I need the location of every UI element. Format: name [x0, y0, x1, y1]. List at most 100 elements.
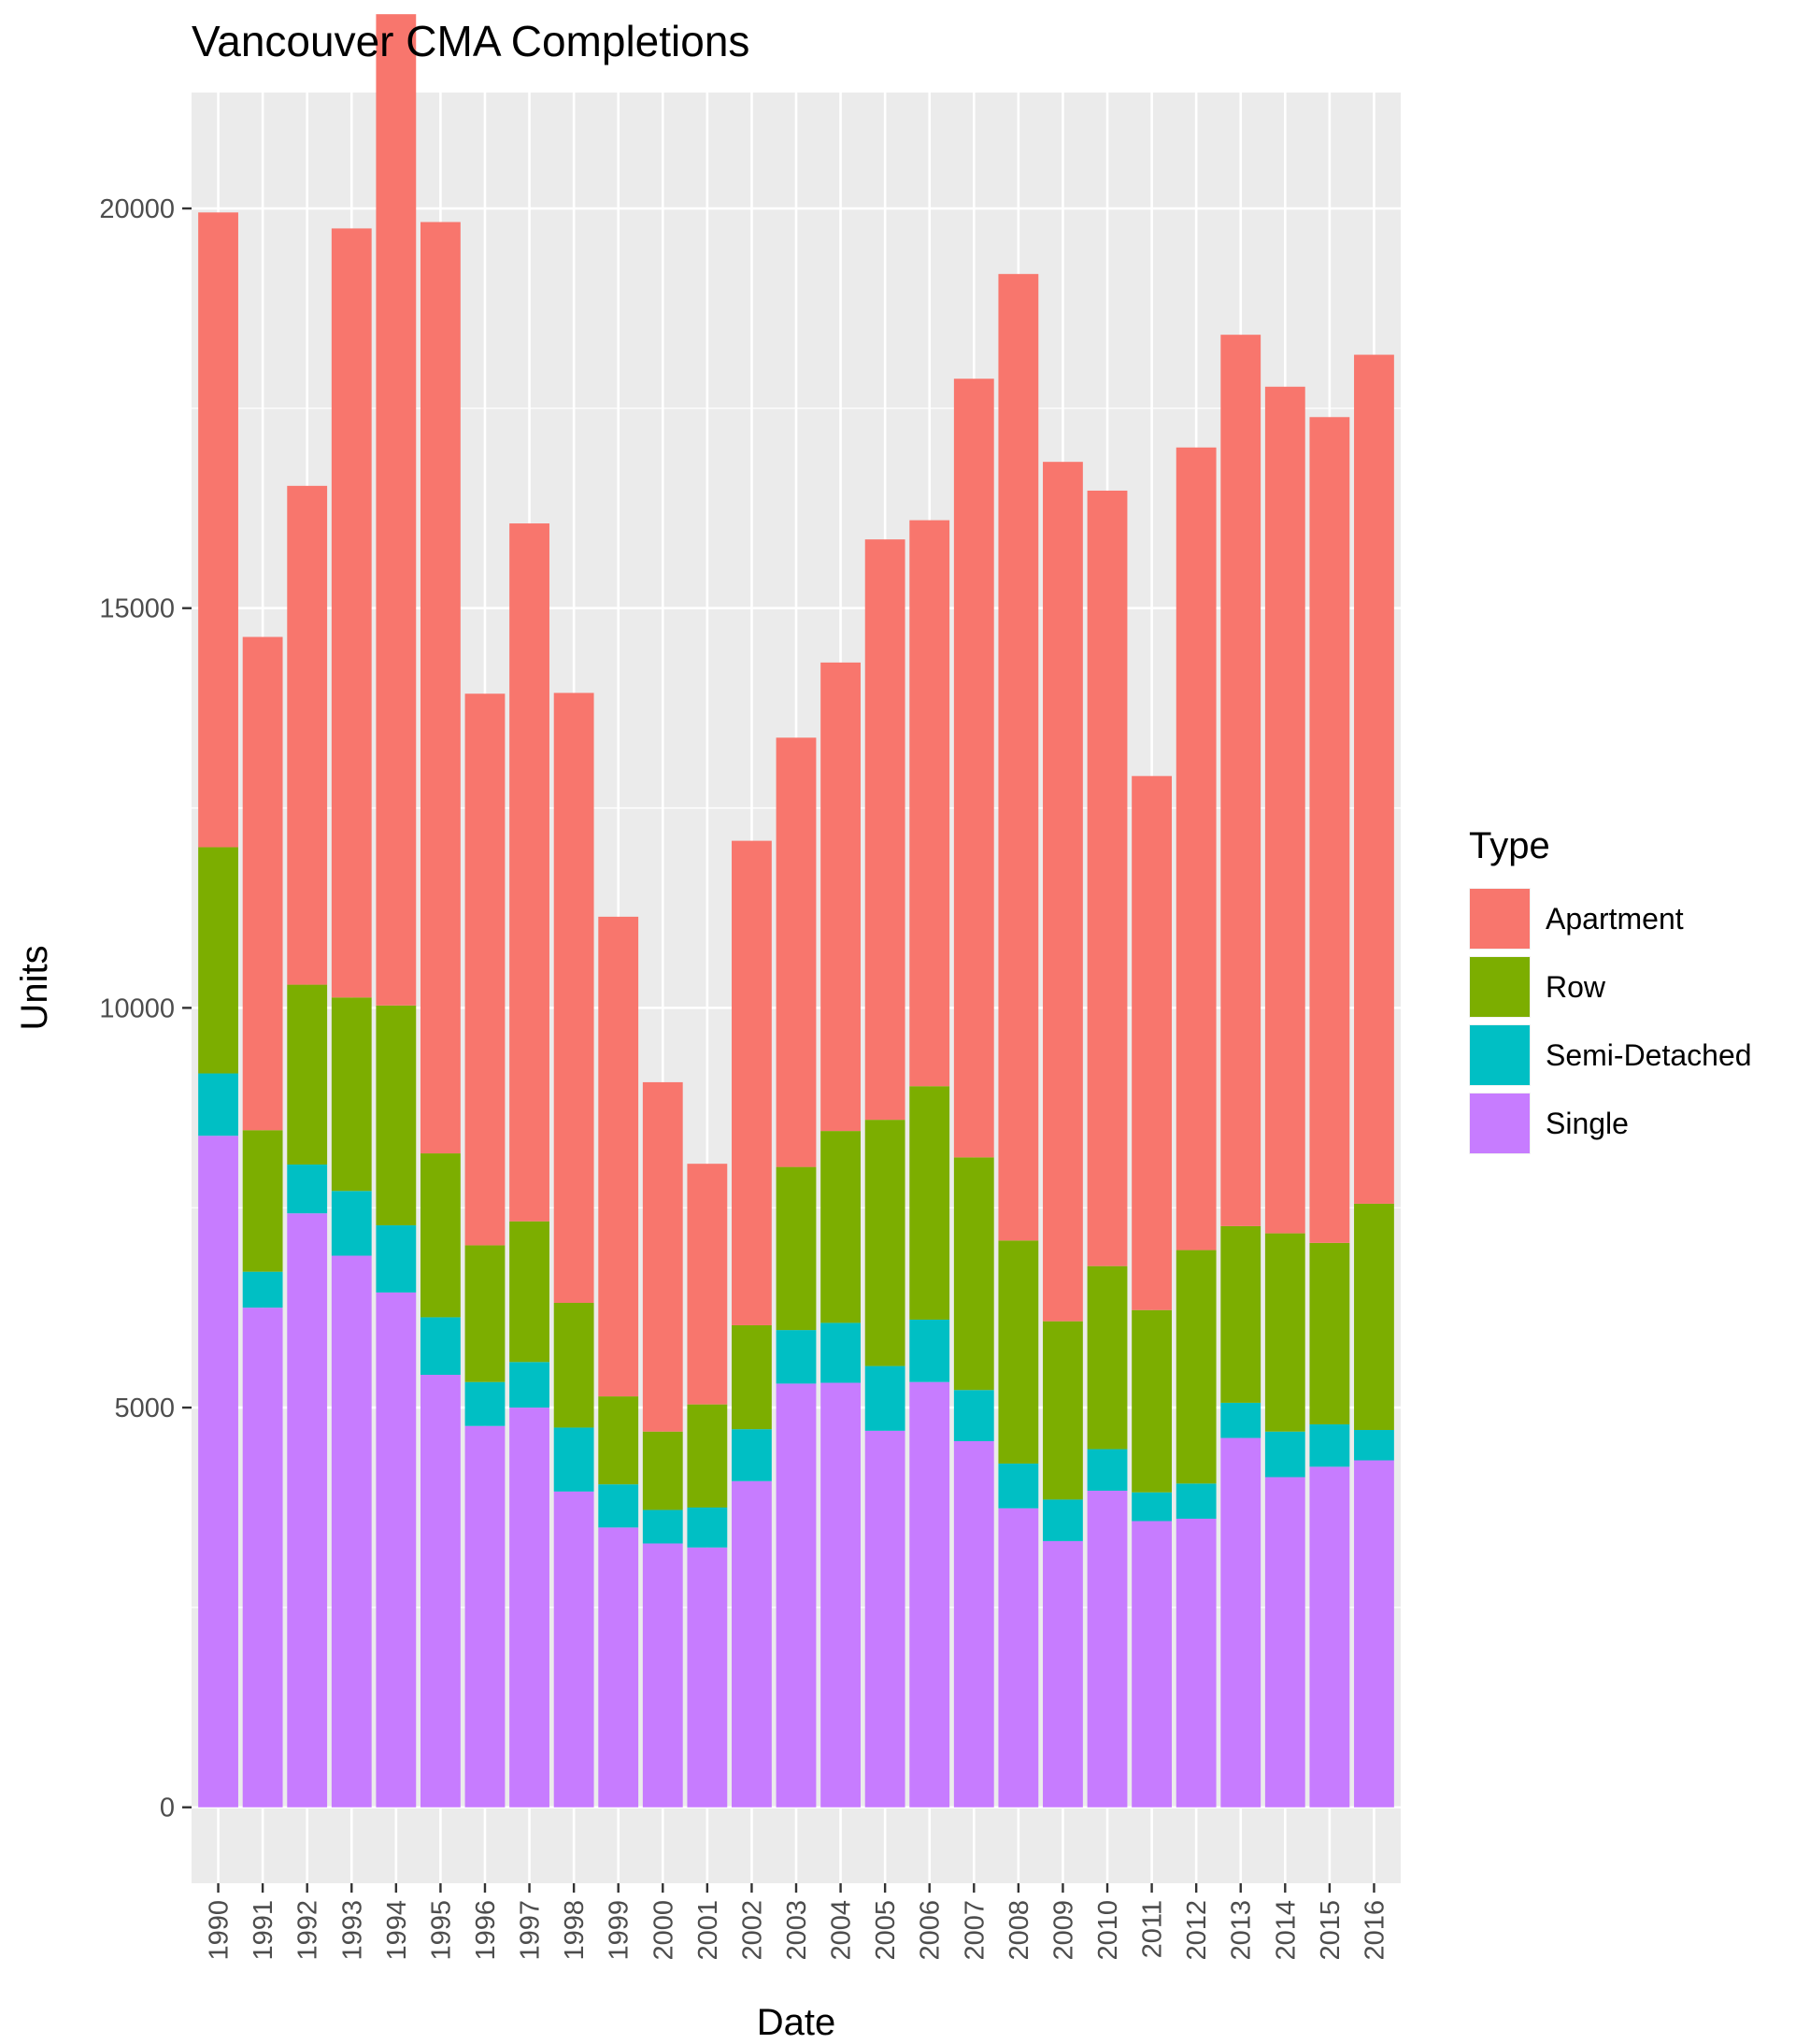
chart-title: Vancouver CMA Completions	[192, 17, 749, 65]
bar-single-2002	[732, 1480, 772, 1808]
bar-semi-detached-2000	[642, 1509, 683, 1544]
bar-single-1993	[331, 1255, 372, 1808]
bar-row-2012	[1176, 1250, 1217, 1484]
bar-row-1990	[198, 847, 238, 1074]
legend-label: Apartment	[1546, 902, 1684, 936]
bar-row-2002	[732, 1324, 772, 1430]
bar-single-2008	[998, 1508, 1039, 1808]
bar-semi-detached-1998	[553, 1427, 594, 1492]
bar-single-2015	[1309, 1466, 1350, 1808]
legend-title: Type	[1469, 825, 1550, 866]
x-tick-label: 2007	[960, 1900, 990, 1961]
bar-apartment-2011	[1132, 776, 1172, 1310]
bar-semi-detached-2012	[1176, 1483, 1217, 1519]
bar-row-2007	[953, 1157, 994, 1391]
bar-semi-detached-2003	[776, 1330, 817, 1384]
bar-apartment-2001	[687, 1164, 728, 1405]
bar-apartment-1991	[242, 636, 283, 1131]
x-tick-label: 1993	[337, 1900, 367, 1961]
bar-semi-detached-1994	[376, 1225, 417, 1293]
bar-single-2016	[1354, 1460, 1394, 1808]
bar-row-2014	[1264, 1233, 1305, 1432]
bar-single-2009	[1043, 1540, 1083, 1808]
x-tick-label: 1996	[471, 1900, 501, 1961]
bar-apartment-2015	[1309, 417, 1350, 1243]
bar-row-1992	[287, 984, 328, 1165]
y-tick-label: 10000	[99, 993, 175, 1023]
x-tick-label: 2008	[1005, 1900, 1034, 1961]
bar-row-2004	[820, 1131, 861, 1323]
legend-swatch-single	[1470, 1093, 1530, 1153]
bar-row-2000	[642, 1431, 683, 1510]
bar-row-2010	[1087, 1265, 1128, 1450]
legend-label: Row	[1546, 970, 1606, 1004]
bar-row-1994	[376, 1005, 417, 1226]
bar-semi-detached-2007	[953, 1390, 994, 1441]
bar-row-1996	[464, 1245, 506, 1382]
bar-semi-detached-2014	[1264, 1431, 1305, 1478]
bar-single-1997	[509, 1408, 549, 1808]
x-axis: 1990 1991 1992 1993 1994 1995 1996 1997 1998 1999…	[205, 1883, 1390, 1961]
x-tick-label: 2004	[827, 1900, 857, 1961]
bar-semi-detached-2008	[998, 1463, 1039, 1508]
bar-single-2011	[1132, 1521, 1172, 1808]
x-tick-label: 2009	[1048, 1900, 1078, 1961]
bar-apartment-1993	[331, 228, 372, 998]
bar-row-2006	[909, 1086, 950, 1320]
legend-swatch-semi-detached	[1470, 1025, 1530, 1085]
x-tick-label: 2013	[1227, 1900, 1257, 1961]
bar-single-2000	[642, 1543, 683, 1808]
bar-single-2003	[776, 1383, 817, 1808]
bar-apartment-2000	[642, 1081, 683, 1432]
bar-apartment-1990	[198, 212, 238, 848]
x-tick-label: 2011	[1138, 1900, 1168, 1958]
y-axis-title: Units	[14, 945, 55, 1030]
legend: Type Apartment Row Semi-Detached Single	[1469, 825, 1752, 1154]
legend-label: Single	[1546, 1107, 1629, 1140]
bar-single-2006	[909, 1381, 950, 1808]
x-tick-label: 2015	[1316, 1900, 1346, 1961]
bar-semi-detached-2004	[820, 1322, 861, 1383]
bar-semi-detached-2015	[1309, 1424, 1350, 1467]
x-tick-label: 2014	[1271, 1900, 1301, 1961]
y-tick-label: 5000	[114, 1394, 175, 1423]
x-tick-label: 2005	[871, 1900, 901, 1961]
bar-single-2012	[1176, 1518, 1217, 1808]
bar-semi-detached-2009	[1043, 1499, 1083, 1541]
bar-semi-detached-2011	[1132, 1492, 1172, 1522]
bars	[198, 14, 1394, 1808]
bar-single-2005	[864, 1430, 905, 1808]
bar-semi-detached-1996	[464, 1381, 506, 1426]
bar-row-1997	[509, 1221, 549, 1363]
bar-apartment-1992	[287, 485, 328, 985]
y-tick-label: 0	[160, 1794, 175, 1823]
bar-row-1999	[598, 1396, 639, 1485]
bar-semi-detached-1995	[420, 1317, 461, 1375]
x-tick-label: 1998	[560, 1900, 590, 1961]
bar-apartment-2006	[909, 520, 950, 1087]
x-tick-label: 1999	[605, 1900, 634, 1961]
bar-row-2013	[1220, 1225, 1261, 1403]
bar-semi-detached-1993	[331, 1191, 372, 1256]
x-tick-label: 1992	[293, 1900, 323, 1961]
bar-semi-detached-2001	[687, 1507, 728, 1548]
x-tick-label: 2003	[782, 1900, 812, 1961]
bar-single-2014	[1264, 1477, 1305, 1808]
bar-semi-detached-1999	[598, 1484, 639, 1528]
bar-apartment-2004	[820, 662, 861, 1132]
bar-apartment-1998	[553, 693, 594, 1304]
bar-single-1998	[553, 1491, 594, 1808]
bar-row-1991	[242, 1130, 283, 1272]
bar-row-2003	[776, 1166, 817, 1331]
bar-apartment-2014	[1264, 386, 1305, 1234]
bar-apartment-1997	[509, 523, 549, 1222]
bar-semi-detached-1990	[198, 1073, 238, 1136]
x-tick-label: 1997	[516, 1900, 546, 1961]
bar-row-2001	[687, 1404, 728, 1508]
bar-row-2011	[1132, 1309, 1172, 1493]
bar-apartment-2016	[1354, 354, 1394, 1204]
bar-apartment-1999	[598, 916, 639, 1397]
y-tick-label: 15000	[99, 594, 175, 624]
bar-apartment-2005	[864, 539, 905, 1121]
